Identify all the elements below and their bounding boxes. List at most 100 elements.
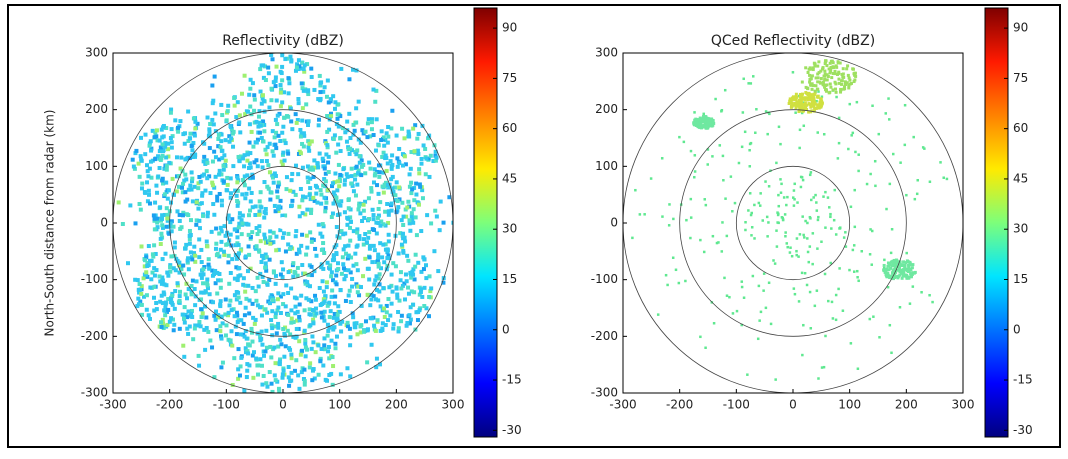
echo	[829, 86, 832, 89]
echo	[152, 243, 156, 247]
echo	[702, 113, 705, 116]
echo	[946, 178, 949, 181]
echo	[237, 155, 241, 159]
echo	[178, 290, 182, 294]
echo	[356, 290, 360, 294]
echo	[835, 294, 838, 297]
echo	[227, 311, 231, 315]
echo	[190, 292, 194, 296]
echo	[287, 91, 291, 95]
echo	[281, 125, 285, 129]
echo	[197, 320, 201, 324]
echo	[741, 286, 744, 289]
echo	[869, 318, 872, 321]
echo	[724, 197, 727, 200]
echo	[256, 303, 260, 307]
echo	[338, 204, 342, 208]
echo	[323, 196, 327, 200]
echo	[378, 170, 382, 174]
echo	[786, 196, 789, 199]
echo	[238, 113, 242, 117]
echo	[765, 307, 768, 310]
echo	[248, 343, 252, 347]
echo	[835, 96, 838, 99]
colorbar-tick-label: -30	[1013, 423, 1033, 437]
echo	[702, 119, 705, 122]
echo	[694, 170, 697, 173]
echo	[261, 93, 265, 97]
echo	[298, 214, 302, 218]
echo	[356, 207, 360, 211]
echo	[385, 202, 389, 206]
echo	[274, 315, 278, 319]
echo	[817, 131, 820, 134]
echo	[319, 81, 323, 85]
echo	[321, 364, 325, 368]
echo	[249, 78, 253, 82]
echo	[334, 274, 338, 278]
echo	[299, 244, 303, 248]
echo	[245, 337, 249, 341]
echo	[409, 167, 413, 171]
echo	[214, 247, 218, 251]
echo	[400, 218, 404, 222]
echo	[287, 270, 291, 274]
echo	[222, 153, 226, 157]
echo	[147, 313, 151, 317]
echo	[847, 148, 850, 151]
echo	[367, 230, 371, 234]
echo	[201, 281, 205, 285]
echo	[282, 231, 286, 235]
echo	[186, 332, 190, 336]
echo	[643, 213, 646, 216]
echo	[314, 192, 318, 196]
echo	[916, 179, 919, 182]
echo	[853, 189, 856, 192]
echo	[364, 130, 368, 134]
echo	[178, 119, 182, 123]
echo	[904, 104, 907, 107]
echo	[168, 265, 172, 269]
echo	[758, 319, 761, 322]
echo	[273, 143, 277, 147]
echo	[837, 60, 840, 63]
echo	[406, 200, 410, 204]
echo	[372, 213, 376, 217]
echo	[329, 97, 333, 101]
echo	[238, 273, 242, 277]
echo	[238, 130, 242, 134]
echo	[668, 203, 671, 206]
echo	[751, 226, 754, 229]
echo	[905, 277, 908, 280]
echo	[202, 328, 206, 332]
echo	[144, 133, 148, 137]
echo	[752, 75, 755, 78]
echo	[411, 127, 415, 131]
echo	[215, 195, 219, 199]
echo	[219, 286, 223, 290]
echo	[168, 320, 172, 324]
echo	[356, 268, 360, 272]
echo	[279, 70, 283, 74]
echo	[245, 222, 249, 226]
echo	[245, 159, 249, 163]
y-tick-label: 200	[85, 102, 108, 116]
echo	[810, 327, 813, 330]
echo	[358, 237, 362, 241]
echo	[831, 301, 834, 304]
echo	[161, 154, 165, 158]
echo	[812, 84, 815, 87]
echo	[422, 304, 426, 308]
echo	[219, 299, 223, 303]
echo	[189, 250, 193, 254]
echo	[211, 300, 215, 304]
echo	[373, 172, 377, 176]
echo	[760, 311, 763, 314]
echo	[169, 316, 173, 320]
echo	[242, 322, 246, 326]
echo	[161, 142, 165, 146]
echo	[159, 237, 163, 241]
echo	[190, 188, 194, 192]
echo	[400, 314, 404, 318]
